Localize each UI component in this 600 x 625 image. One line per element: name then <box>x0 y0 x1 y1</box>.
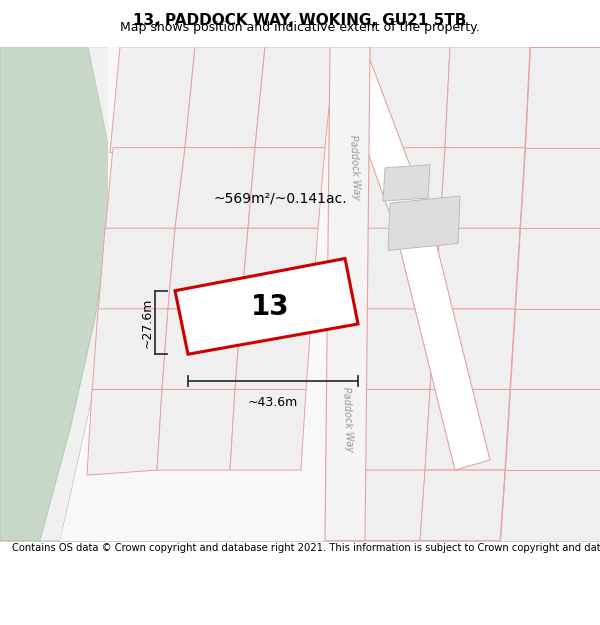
Polygon shape <box>60 47 600 541</box>
Polygon shape <box>168 228 248 309</box>
Polygon shape <box>365 47 450 152</box>
Polygon shape <box>255 47 335 148</box>
Polygon shape <box>350 309 435 394</box>
Polygon shape <box>425 389 510 470</box>
Polygon shape <box>445 47 530 148</box>
Polygon shape <box>105 148 185 233</box>
Polygon shape <box>325 47 370 541</box>
Polygon shape <box>98 228 175 314</box>
Polygon shape <box>430 309 515 389</box>
Text: ~27.6m: ~27.6m <box>140 298 154 348</box>
Text: Paddock Way: Paddock Way <box>341 387 355 452</box>
Polygon shape <box>383 165 430 201</box>
Polygon shape <box>175 148 255 228</box>
Text: Paddock Way: Paddock Way <box>348 135 362 201</box>
Polygon shape <box>520 148 600 228</box>
Polygon shape <box>345 389 430 475</box>
Polygon shape <box>92 309 168 394</box>
Polygon shape <box>500 470 600 541</box>
Polygon shape <box>162 309 241 389</box>
Polygon shape <box>505 389 600 470</box>
Text: ~43.6m: ~43.6m <box>248 396 298 409</box>
Polygon shape <box>235 309 312 389</box>
Text: 13: 13 <box>251 293 289 321</box>
Polygon shape <box>40 47 128 541</box>
Polygon shape <box>525 47 600 148</box>
Polygon shape <box>440 148 525 228</box>
Polygon shape <box>340 470 425 541</box>
Polygon shape <box>185 47 265 148</box>
Polygon shape <box>360 148 445 233</box>
Text: Contains OS data © Crown copyright and database right 2021. This information is : Contains OS data © Crown copyright and d… <box>12 543 600 553</box>
Polygon shape <box>87 389 162 475</box>
Polygon shape <box>355 228 440 314</box>
Polygon shape <box>230 389 306 470</box>
Text: Map shows position and indicative extent of the property.: Map shows position and indicative extent… <box>120 21 480 34</box>
Polygon shape <box>515 228 600 309</box>
Text: ~569m²/~0.141ac.: ~569m²/~0.141ac. <box>213 191 347 205</box>
Polygon shape <box>248 148 325 228</box>
Polygon shape <box>388 196 460 251</box>
Polygon shape <box>395 218 490 470</box>
Polygon shape <box>241 228 318 309</box>
Text: 13, PADDOCK WAY, WOKING, GU21 5TB: 13, PADDOCK WAY, WOKING, GU21 5TB <box>133 13 467 28</box>
Polygon shape <box>435 228 520 309</box>
Polygon shape <box>110 47 195 152</box>
Polygon shape <box>157 389 235 470</box>
Polygon shape <box>175 259 358 354</box>
Polygon shape <box>330 47 430 228</box>
Polygon shape <box>420 470 505 541</box>
Polygon shape <box>510 309 600 389</box>
Polygon shape <box>0 47 115 541</box>
